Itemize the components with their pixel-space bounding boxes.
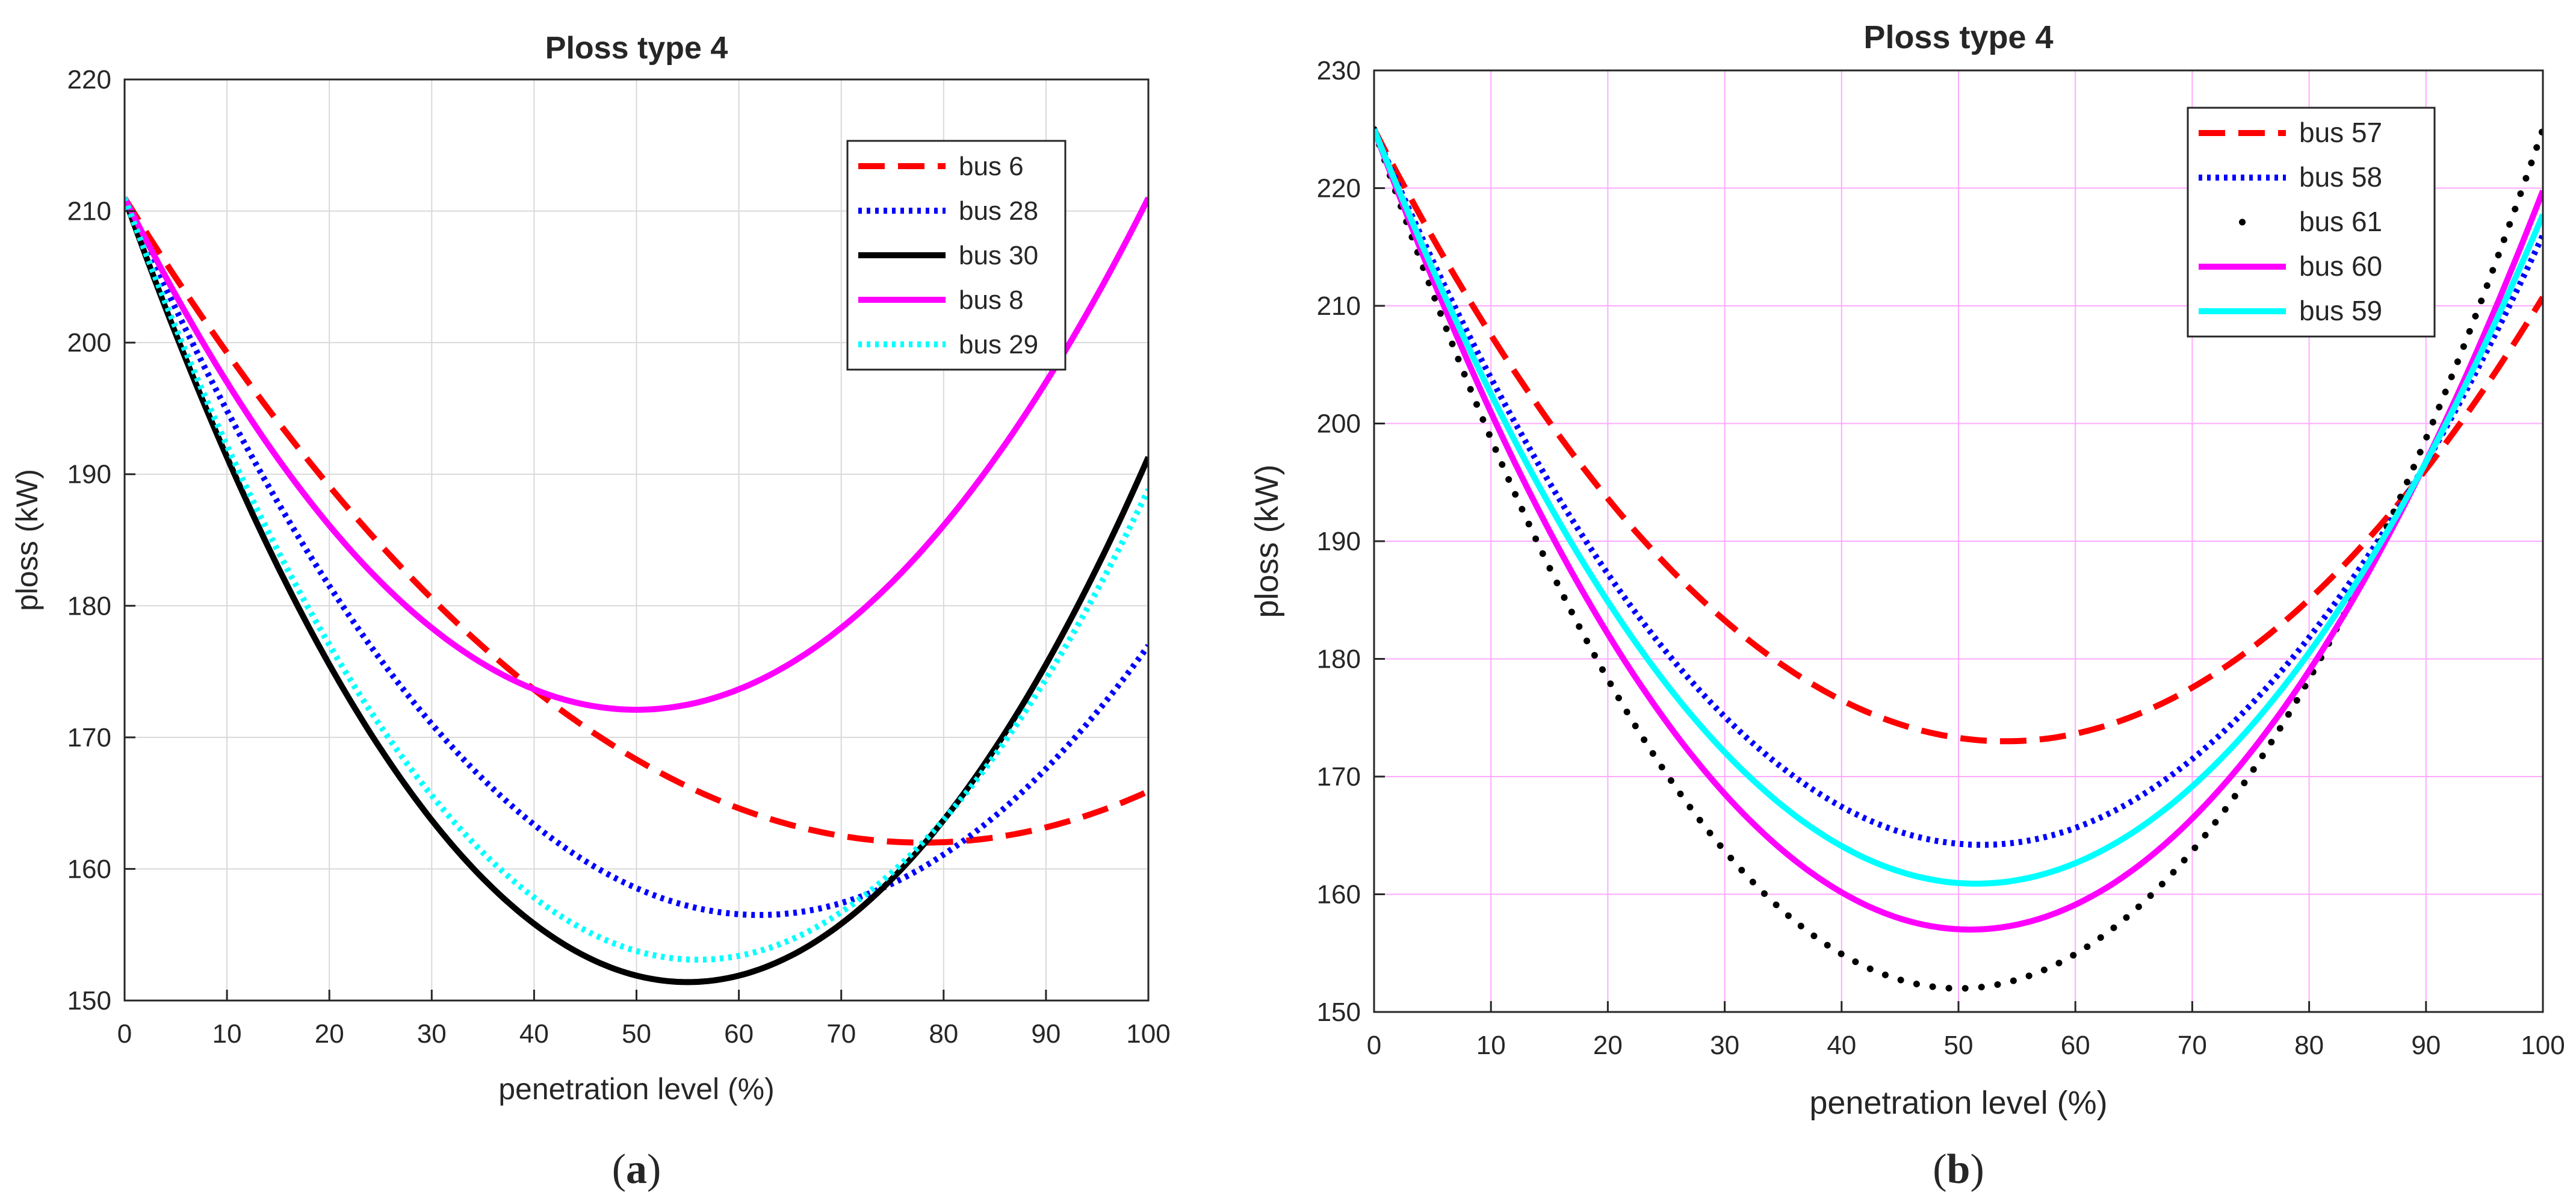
x-tick-label: 10 xyxy=(212,1019,242,1049)
x-tick-label: 0 xyxy=(1367,1031,1381,1060)
y-tick-label: 200 xyxy=(1317,409,1361,439)
x-axis-label: penetration level (%) xyxy=(1809,1085,2107,1121)
y-axis-label: ploss (kW) xyxy=(1249,465,1285,618)
panel-label: (b) xyxy=(1933,1146,1984,1193)
x-tick-label: 40 xyxy=(519,1019,549,1049)
x-tick-label: 60 xyxy=(2061,1031,2090,1060)
legend-label-bus-29: bus 29 xyxy=(959,330,1038,359)
y-tick-label: 190 xyxy=(1317,527,1361,556)
legend-box xyxy=(2187,107,2436,338)
series-line-bus-28 xyxy=(125,196,1148,918)
y-tick-label: 160 xyxy=(1317,880,1361,910)
series-line-bus-60 xyxy=(1374,128,2543,933)
panel-label-letter: a xyxy=(626,1146,647,1193)
series-group xyxy=(1374,126,2543,992)
x-tick-label: 40 xyxy=(1827,1031,1856,1060)
legend-label-bus-57: bus 57 xyxy=(2299,117,2382,148)
y-tick-label: 210 xyxy=(1317,291,1361,321)
legend-label-bus-61: bus 61 xyxy=(2299,206,2382,237)
legend-label-bus-59: bus 59 xyxy=(2299,295,2382,326)
x-axis-label: penetration level (%) xyxy=(498,1072,775,1106)
x-tick-label: 80 xyxy=(929,1019,958,1049)
legend-label-bus-6: bus 6 xyxy=(959,152,1024,181)
series-line-bus-57 xyxy=(1374,128,2543,745)
y-tick-label: 170 xyxy=(67,723,111,752)
legend-label-bus-30: bus 30 xyxy=(959,241,1038,270)
y-tick-label: 230 xyxy=(1317,56,1361,85)
y-tick-label: 170 xyxy=(1317,762,1361,792)
series-line-bus-30 xyxy=(125,197,1148,985)
x-tick-label: 30 xyxy=(417,1019,447,1049)
panel-label-open: ( xyxy=(612,1146,626,1193)
panel-label: (a) xyxy=(612,1146,661,1193)
x-tick-label: 60 xyxy=(724,1019,754,1049)
y-tick-label: 220 xyxy=(67,65,111,95)
chart-b: 0 10 20 30 40 50 60 70 80 90 100 150 160 170 180 190 200… xyxy=(1249,19,2565,1193)
x-tick-label: 0 xyxy=(117,1019,132,1049)
x-tick-label: 10 xyxy=(1476,1031,1506,1060)
y-tick-label: 150 xyxy=(67,986,111,1016)
series-line-bus-8 xyxy=(125,196,1148,713)
y-tick-label: 220 xyxy=(1317,174,1361,203)
legend-label-bus-8: bus 8 xyxy=(959,285,1024,315)
panel-label-letter: b xyxy=(1947,1146,1971,1193)
series-group xyxy=(125,196,1148,985)
chart-title: Ploss type 4 xyxy=(545,31,728,66)
y-tick-label: 180 xyxy=(67,591,111,621)
x-tick-label: 70 xyxy=(2178,1031,2207,1060)
y-tick-label: 190 xyxy=(67,460,111,489)
panel-label-close: ) xyxy=(647,1146,661,1193)
y-tick-label: 180 xyxy=(1317,645,1361,674)
legend-label-bus-60: bus 60 xyxy=(2299,250,2382,282)
panel-label-close: ) xyxy=(1970,1146,1984,1193)
x-tick-label: 70 xyxy=(826,1019,856,1049)
y-tick-label: 160 xyxy=(67,854,111,884)
y-tick-label: 200 xyxy=(67,328,111,358)
x-tick-label: 100 xyxy=(1126,1019,1170,1049)
x-tick-label: 50 xyxy=(1944,1031,1974,1060)
x-tick-label: 20 xyxy=(315,1019,344,1049)
series-line-bus-6 xyxy=(125,196,1148,846)
x-tick-label: 90 xyxy=(2411,1031,2441,1060)
chart-a: 0 10 20 30 40 50 60 70 80 90 100 150 160 170 180 190 200… xyxy=(10,31,1171,1193)
legend-label-bus-58: bus 58 xyxy=(2299,161,2382,193)
y-tick-label: 210 xyxy=(67,197,111,226)
x-tick-label: 30 xyxy=(1710,1031,1739,1060)
x-tick-label: 80 xyxy=(2294,1031,2324,1060)
x-tick-label: 20 xyxy=(1593,1031,1623,1060)
x-tick-label: 50 xyxy=(622,1019,651,1049)
x-tick-label: 90 xyxy=(1031,1019,1060,1049)
panel-label-open: ( xyxy=(1933,1146,1946,1193)
x-tick-label: 100 xyxy=(2521,1031,2565,1060)
y-tick-label: 150 xyxy=(1317,998,1361,1027)
series-line-bus-29 xyxy=(125,196,1148,963)
series-line-bus-58 xyxy=(1374,128,2543,848)
y-axis-label: ploss (kW) xyxy=(10,469,44,611)
series-line-bus-59 xyxy=(1374,128,2543,887)
legend-label-bus-28: bus 28 xyxy=(959,196,1038,226)
chart-title: Ploss type 4 xyxy=(1863,19,2053,55)
